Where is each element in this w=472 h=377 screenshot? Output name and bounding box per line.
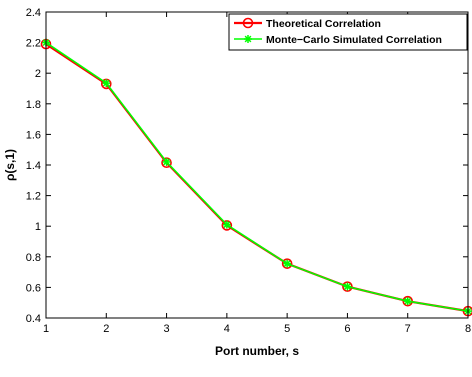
x-tick-label: 3 (164, 323, 170, 335)
y-tick-label: 1 (35, 221, 41, 233)
y-tick-label: 1.2 (26, 191, 41, 203)
legend-entry: Monte−Carlo Simulated Correlation (234, 34, 442, 46)
y-tick-label: 2.2 (26, 38, 41, 50)
series-line (45, 41, 469, 312)
x-tick-label: 4 (224, 323, 230, 335)
x-tick-label: 6 (344, 323, 350, 335)
legend: Theoretical Correlation Monte−Carlo Simul… (228, 13, 468, 51)
plot-frame (45, 11, 469, 319)
plot-area (46, 12, 468, 318)
data-point (403, 297, 412, 306)
series-layer (40, 38, 472, 317)
legend-entry: Theoretical Correlation (234, 17, 381, 30)
legend-label: Monte−Carlo Simulated Correlation (266, 34, 442, 46)
y-tick-label: 1.4 (26, 160, 41, 172)
data-point (281, 258, 293, 269)
y-tick-label: 2 (35, 68, 41, 80)
data-point (342, 281, 353, 292)
x-tick-label: 8 (465, 323, 471, 335)
y-tick-label: 0.8 (26, 252, 41, 264)
legend-items: Theoretical Correlation Monte−Carlo Simul… (234, 17, 442, 46)
data-point (102, 79, 111, 88)
legend-box (228, 13, 468, 51)
y-tick-label: 1.6 (26, 129, 41, 141)
y-axis-ticks: 0.4 0.6 0.8 1 1.2 1.4 1.6 1.8 2 2.2 2.4 (26, 7, 468, 325)
y-tick-label: 0.6 (26, 282, 41, 294)
legend-swatch-marker (244, 35, 252, 43)
y-tick-label: 2.4 (26, 7, 41, 19)
data-point (343, 282, 352, 291)
legend-swatch-marker (242, 17, 254, 29)
x-tick-label: 7 (405, 323, 411, 335)
x-tick-label: 5 (284, 323, 290, 335)
data-point (283, 259, 292, 268)
data-point (162, 157, 171, 166)
y-axis-label: ρ(s,1) (3, 149, 17, 181)
x-tick-label: 2 (103, 323, 109, 335)
data-point (222, 220, 231, 229)
x-tick-label: 1 (43, 323, 49, 335)
y-tick-label: 0.4 (26, 313, 41, 325)
y-tick-label: 1.8 (26, 99, 41, 111)
x-axis-label: Port number, s (215, 344, 299, 358)
legend-label: Theoretical Correlation (266, 18, 381, 30)
